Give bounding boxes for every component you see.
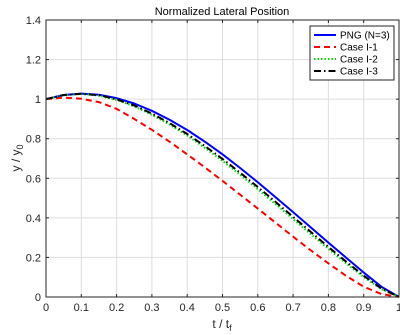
legend-label-1: PNG (N=3) [340,31,390,42]
x-tick-label: 0.7 [285,302,300,314]
series-line-2 [45,96,400,298]
legend-label-2: Case I-1 [340,43,378,54]
legend-label-4: Case I-3 [340,67,378,78]
x-tick-label: 0.9 [356,302,371,314]
y-tick-label: 0.2 [26,252,41,264]
x-tick-label: 0.4 [180,302,195,314]
y-tick-label: 0.8 [26,134,41,146]
y-tick-label: 0 [35,292,41,304]
x-axis-title-main: t / t [212,317,229,331]
x-tick-label: 0.3 [144,302,159,314]
y-tick-labels: 0 0.2 0.4 0.6 0.8 1 1.2 1.4 [26,15,41,304]
x-tick-label: 0.8 [321,302,336,314]
y-axis-title-sub: 0 [15,144,25,149]
x-tick-label: 0.2 [109,302,124,314]
series-line-4 [45,92,400,298]
y-tick-label: 1.4 [26,15,41,27]
y-tick-label: 1.2 [26,55,41,67]
x-tick-label: 1 [396,302,400,314]
y-tick-label: 1 [35,94,41,106]
tick-marks [45,19,400,298]
x-axis-title: t / tf [212,317,232,333]
x-tick-label: 0.5 [215,302,230,314]
series-lines [45,92,400,298]
y-tick-label: 0.6 [26,173,41,185]
x-tick-labels: 0 0.1 0.2 0.3 0.4 0.5 0.6 0.7 0.8 0.9 1 [43,302,400,314]
x-axis-title-sub: f [229,323,232,333]
y-tick-label: 0.4 [26,213,41,225]
chart-title: Normalized Lateral Position [155,6,290,18]
y-axis-title-main: y / y [9,150,23,172]
x-tick-label: 0.1 [74,302,89,314]
y-axis-title: y / y0 [9,144,25,171]
x-tick-label: 0 [43,302,49,314]
x-tick-label: 0.6 [250,302,265,314]
legend-label-3: Case I-2 [340,55,378,66]
